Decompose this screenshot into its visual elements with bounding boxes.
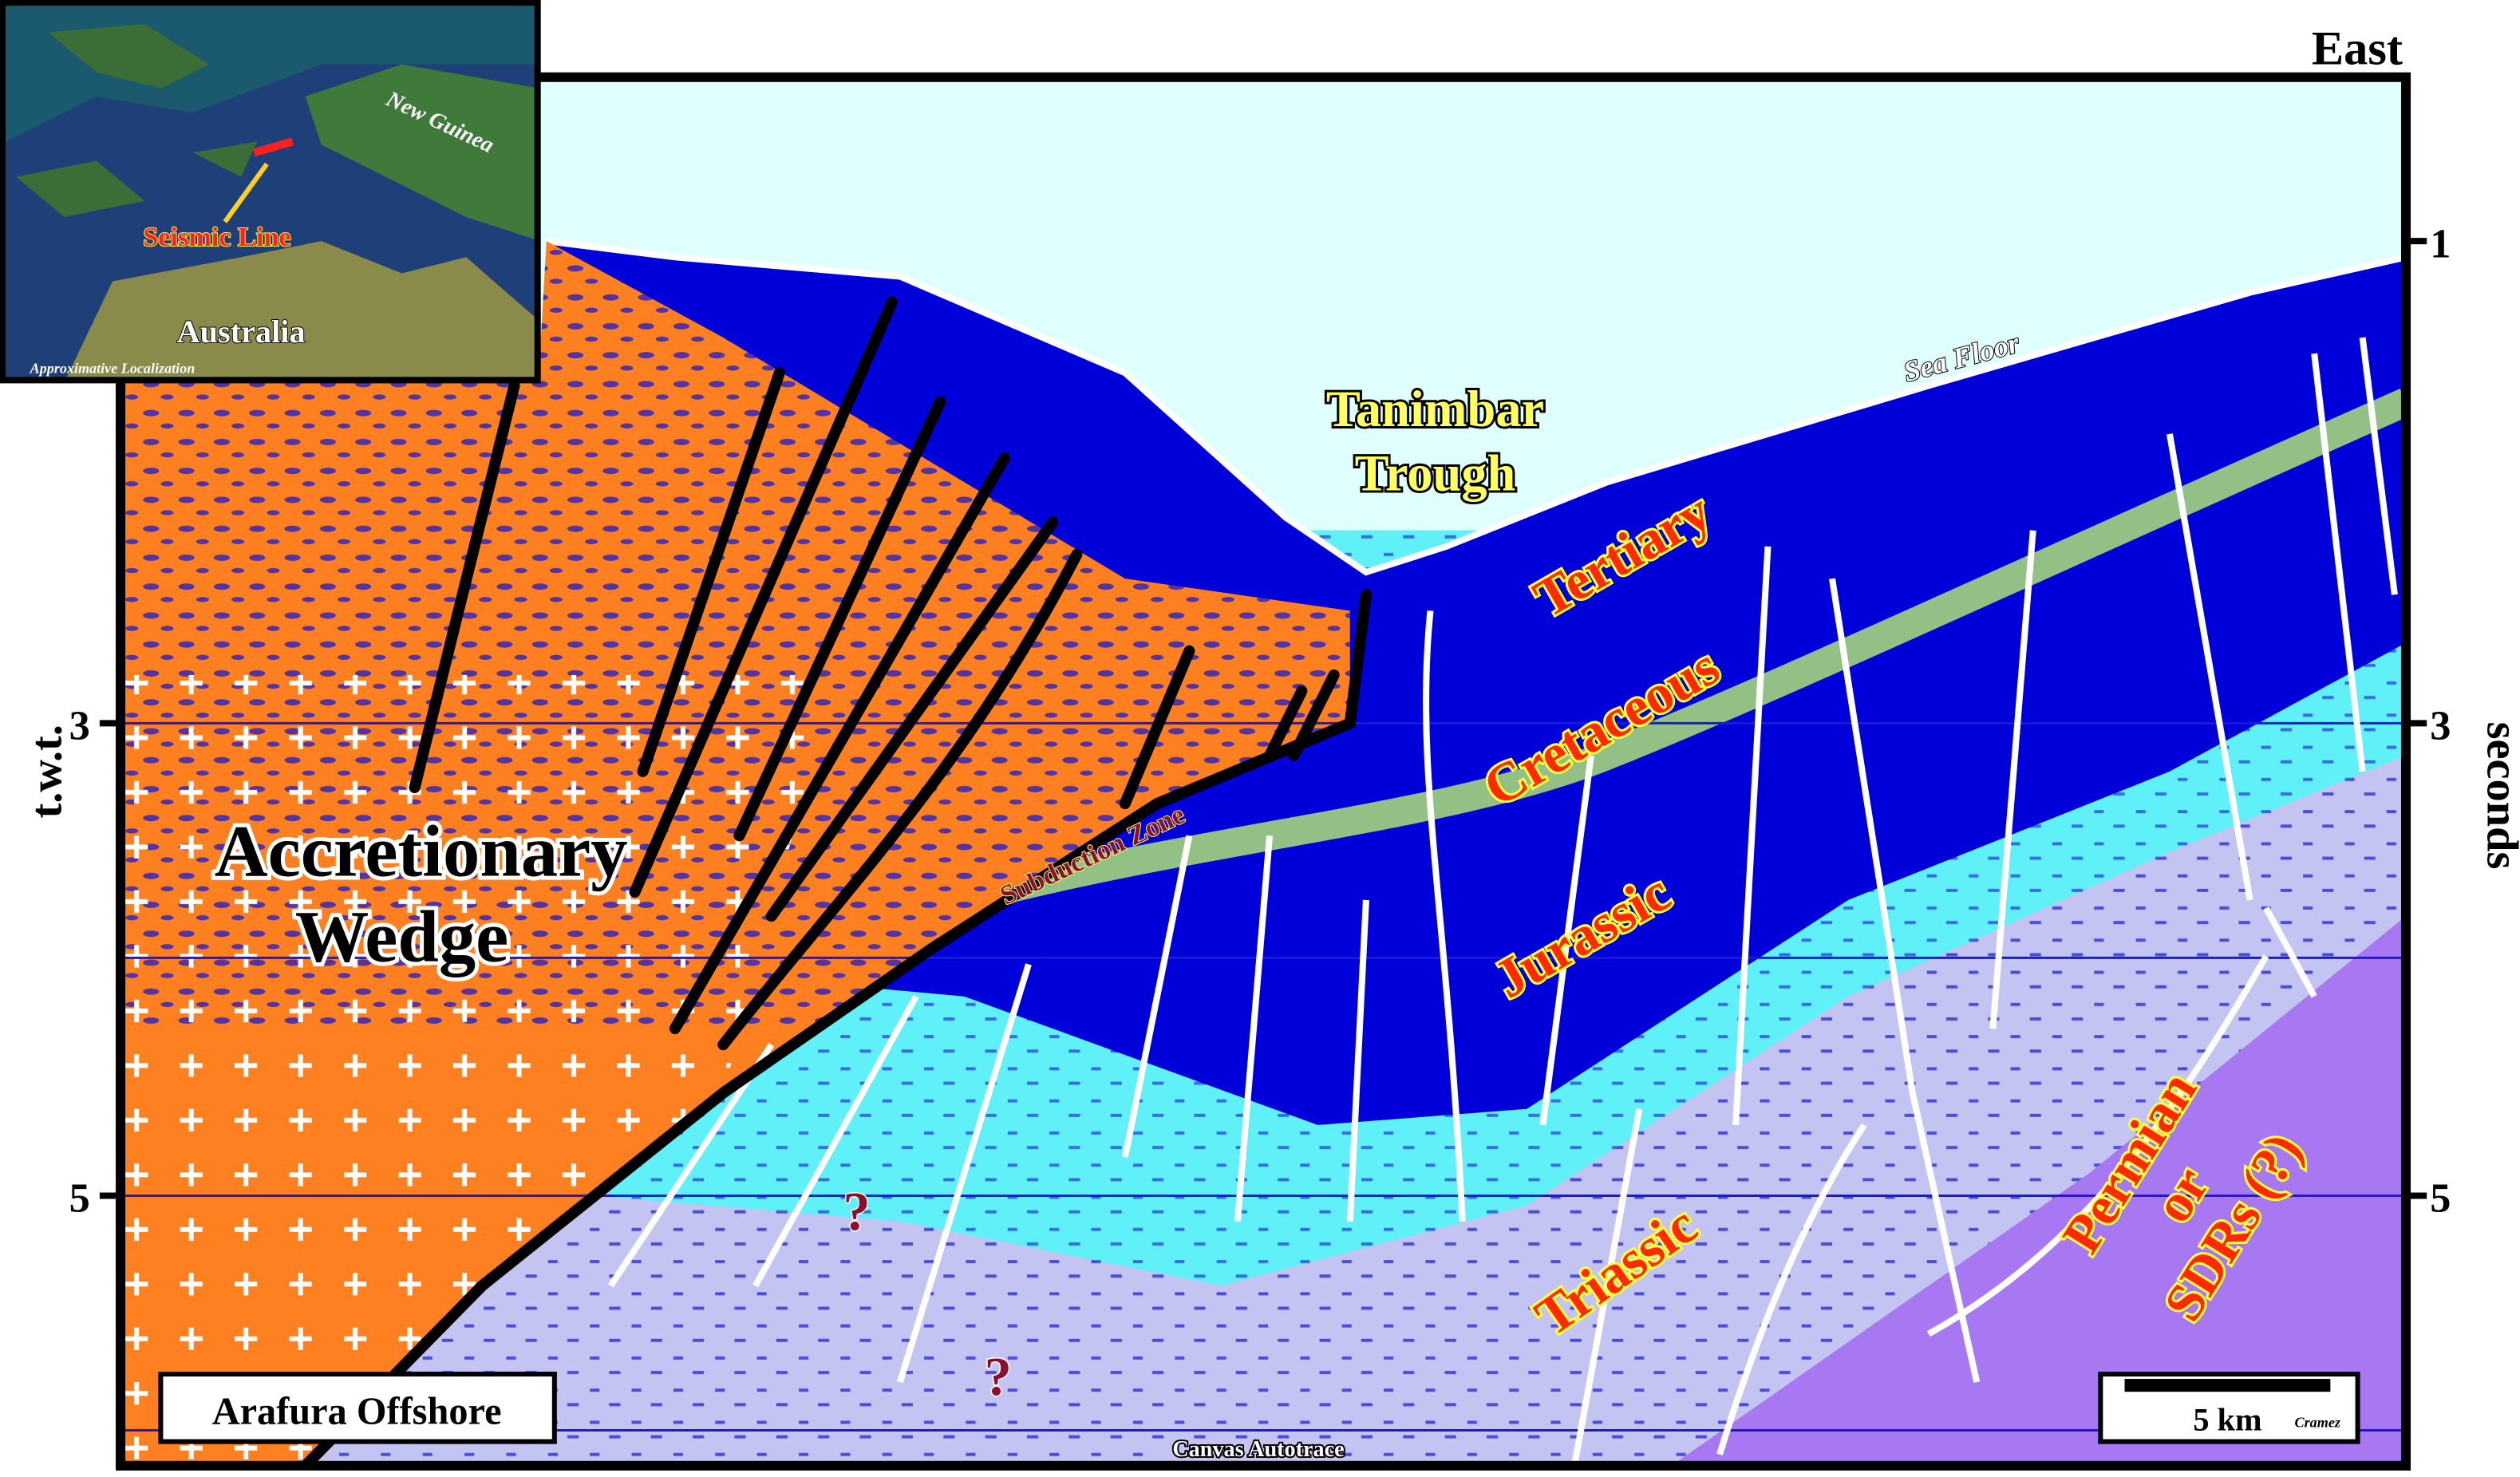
software-credit: Canvas Autotrace: [1172, 1437, 1344, 1462]
location-box: [158, 1372, 557, 1444]
fault: [1926, 954, 2269, 1337]
fault: [1829, 578, 1981, 1383]
thrust: [1119, 645, 1195, 810]
wedge-label: Accretionary Wedge: [211, 807, 632, 982]
trough-label: Tanimbar Trough: [1324, 378, 1546, 504]
inset-label: Seismic Line: [143, 222, 290, 252]
fault: [2359, 337, 2398, 595]
inset-land: [192, 141, 258, 177]
fault: [1716, 1123, 1867, 1455]
fault: [752, 994, 919, 1288]
tick-label: 5: [69, 1175, 90, 1222]
thrust: [409, 380, 520, 793]
frame: [116, 72, 2411, 1471]
axis-label: seconds: [2478, 722, 2520, 870]
fault: [1989, 530, 2036, 1029]
left-ticks: 3 5: [69, 703, 121, 1222]
inset-land: [305, 64, 540, 242]
author: Cramez: [2295, 1415, 2340, 1431]
thrust: [669, 452, 1010, 1035]
scale-label: 5 km: [2193, 1402, 2261, 1438]
seismic-line-marker: [252, 137, 294, 157]
green-horizon: [960, 389, 2407, 914]
inset-label: Australia: [177, 314, 306, 350]
fault: [2166, 433, 2253, 901]
inset-caption: Approximative Localization: [30, 360, 196, 376]
label-line: Tanimbar: [1326, 381, 1544, 437]
thrust: [765, 516, 1059, 922]
label-line: Wedge: [295, 895, 509, 977]
label-line: Accretionary: [215, 811, 628, 893]
thrust: [717, 548, 1083, 1051]
thrust: [299, 589, 1372, 1466]
location-label: Arafura Offshore: [212, 1390, 502, 1432]
fault: [897, 963, 1032, 1384]
thrust: [637, 367, 785, 777]
permian-layer: [1671, 916, 2407, 1466]
tick-label: 1: [2430, 220, 2451, 267]
inset-arrow: [223, 162, 269, 223]
thrust: [1264, 685, 1308, 761]
thrust-faults: [299, 296, 1372, 1466]
inset-border: [0, 0, 541, 384]
fault: [2311, 353, 2366, 772]
label-line: Trough: [1355, 444, 1516, 501]
direction: East: [2312, 22, 2403, 76]
question-mark: ?: [985, 1346, 1012, 1407]
thrust: [1288, 669, 1340, 761]
tick-label: 5: [2430, 1175, 2451, 1222]
fault: [1422, 610, 1466, 1222]
section-body: [120, 77, 2407, 1466]
inset-land: [64, 241, 540, 383]
tick-label: 3: [2430, 703, 2451, 749]
fault: [1234, 835, 1274, 1222]
inset-land: [16, 160, 145, 217]
thrust: [629, 296, 898, 898]
fault: [1732, 546, 1772, 1126]
axis-label: t.w.t.: [22, 725, 72, 818]
fault: [1346, 899, 1369, 1222]
fault: [2263, 906, 2317, 998]
normal-faults: [607, 337, 2398, 1463]
inset-map: New Guinea Seismic Line Australia Approx…: [0, 0, 541, 384]
thrust: [733, 396, 946, 842]
scale-bar: [2124, 1379, 2331, 1392]
tick-label: 3: [69, 703, 90, 749]
fault: [1121, 835, 1193, 1158]
right-ticks: 1 3 5: [2406, 220, 2451, 1222]
wedge-crosses: [120, 674, 836, 1466]
fault: [1571, 1108, 1643, 1463]
question-mark: ?: [843, 1181, 870, 1242]
inset-land: [48, 24, 209, 89]
fault: [1539, 755, 1594, 1126]
sea-floor-line: [546, 238, 2407, 576]
